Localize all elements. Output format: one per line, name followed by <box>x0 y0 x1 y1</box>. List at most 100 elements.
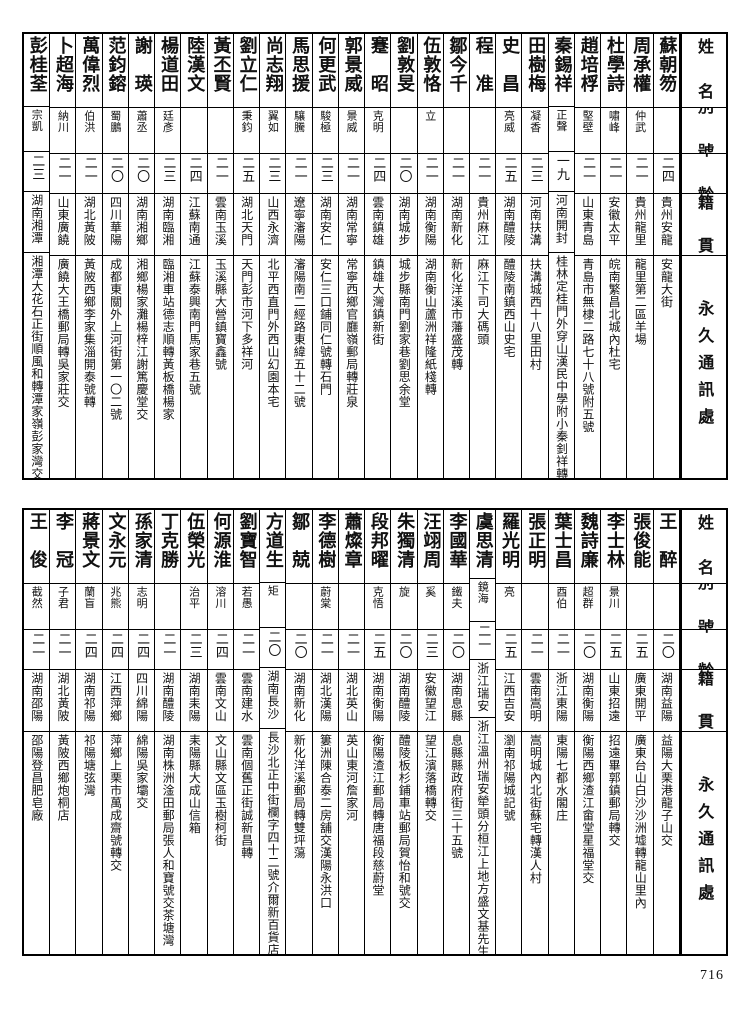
roster-entry-column: 蹇 昭克明 二四 雲南鎮雄 鎮雄大灣鎮新街 <box>365 34 392 478</box>
entry-origin-cell: 湖北黃陂 <box>50 670 76 732</box>
column-header-origin-cell: 籍 貫 <box>681 194 726 256</box>
roster-entry-column: 段邦曜 克悟 二五 湖南衡陽 衡陽渣江郵局轉唐福段慈蔚堂 <box>365 510 392 954</box>
entry-alias-cell <box>286 584 312 630</box>
entry-origin-cell: 河南開封 <box>548 192 574 254</box>
entry-address: 萍鄉上栗市萬成齋號轉交 <box>108 734 123 872</box>
entry-address-cell: 招遠畢郭鎮郵局轉交 <box>601 732 626 954</box>
entry-address: 瀏南祁陽城記號 <box>502 734 517 822</box>
entry-name-cell: 王 醉 <box>653 510 679 584</box>
entry-address: 新化洋溪郵局轉雙坪蕩 <box>292 734 307 859</box>
entry-address-cell: 安仁三口鋪同仁號轉石門 <box>313 256 338 478</box>
roster-entry-column: 李士林 景川 二五 山東招遠 招遠畢郭鎮郵局轉交 <box>601 510 628 954</box>
entry-address-cell: 湘鄉楊家灘楊梓江謝篤慶堂交 <box>129 256 154 478</box>
entry-origin: 安徽太平 <box>606 196 621 246</box>
entry-age: 二一 <box>448 156 464 183</box>
entry-age: 二一 <box>291 156 307 183</box>
entry-name: 萬偉烈 <box>79 36 101 93</box>
entry-age: 二五 <box>501 156 517 183</box>
entry-age: 二〇 <box>448 632 464 659</box>
entry-origin: 湖南益陽 <box>659 672 674 722</box>
entry-alias: 兆熊 <box>108 586 122 609</box>
entry-name: 汪翊周 <box>420 512 442 569</box>
entry-age-cell: 二三 <box>312 154 338 194</box>
entry-address: 鎮雄大灣鎮新街 <box>370 258 385 346</box>
entry-name: 伍敦恪 <box>420 36 442 93</box>
entry-name-cell: 李德樹 <box>312 510 338 584</box>
column-header-address: 永久通訊處 <box>695 776 715 911</box>
entry-age-cell: 二三 <box>260 154 286 194</box>
entry-name: 李 冠 <box>53 512 75 569</box>
entry-origin: 山東廣饒 <box>55 196 70 246</box>
entry-address: 麻江下司大碼頭 <box>475 258 490 346</box>
entry-address: 招遠畢郭鎮郵局轉交 <box>607 734 622 847</box>
entry-name-cell: 伍敦恪 <box>417 34 443 108</box>
entry-alias-cell: 兆熊 <box>102 584 128 630</box>
entry-name-cell: 趙培桴 <box>574 34 601 108</box>
entry-name: 蕭燦章 <box>341 512 363 569</box>
entry-address-cell: 浙江溫州瑞安犖頭分桓江上地方盛文基先生轉 <box>470 718 495 954</box>
entry-origin: 湖南新化 <box>292 672 307 722</box>
entry-age: 二四 <box>107 632 123 659</box>
column-header-name: 姓 名 <box>695 514 715 580</box>
entry-age-cell: 二一 <box>548 630 574 670</box>
column-header-address-cell: 永久通訊處 <box>682 732 726 954</box>
entry-name: 田樹梅 <box>525 36 547 93</box>
roster-entry-column: 蔣景文 蘭盲 二四 湖南祁陽 祁陽塘弦灣 <box>76 510 103 954</box>
entry-address: 常寧西鄉官廳嶺郵局轉莊泉 <box>344 258 359 408</box>
entry-age-cell: 二〇 <box>260 628 286 668</box>
entry-age: 二〇 <box>291 632 307 659</box>
entry-alias-cell <box>155 584 181 630</box>
column-header-alias: 別 號 <box>695 108 715 154</box>
entry-address: 廣東台山白沙沙洲墟轉龍山里內 <box>633 734 648 909</box>
entry-address: 湖南衡山蘆洲祥隆紙棧轉 <box>423 258 438 396</box>
entry-alias-cell <box>207 108 233 154</box>
entry-origin: 湖南衡陽 <box>580 672 595 722</box>
entry-age: 二一 <box>212 156 228 183</box>
entry-address-cell: 醴陵板杉鋪車站郵局賀怡和號交 <box>391 732 416 954</box>
entry-address: 北平西直門外西山幻園本宅 <box>266 258 281 408</box>
entry-name: 尚志翔 <box>262 36 284 93</box>
entry-address: 臨湘車站德志順轉黃板橋楊家 <box>161 258 176 421</box>
entry-origin: 安徽望江 <box>423 672 438 722</box>
entry-age: 二四 <box>134 632 150 659</box>
entry-age: 二四 <box>81 632 97 659</box>
entry-address-cell: 益陽大栗港龍子山交 <box>654 732 679 954</box>
entry-origin-cell: 安徽太平 <box>601 194 627 256</box>
entry-address: 天門彭市河下多祥河 <box>239 258 254 371</box>
entry-age-cell: 二四 <box>207 630 233 670</box>
entry-address-cell: 青島市無棣二路七十八號附五號 <box>575 256 600 478</box>
entry-alias: 堅壁 <box>581 110 595 133</box>
entry-age-cell: 二一 <box>443 154 469 194</box>
entry-age-cell: 二一 <box>207 154 233 194</box>
entry-age: 二一 <box>475 156 491 183</box>
entry-origin-cell: 湖南常寧 <box>338 194 365 256</box>
roster-entry-column: 尚志翔 翼如 二三 山西永濟 北平西直門外西山幻園本宅 <box>260 34 287 478</box>
entry-address-cell: 龍里第二區羊場 <box>627 256 652 478</box>
entry-age: 二三 <box>29 154 45 182</box>
entry-address: 皖南繁昌北城內杜宅 <box>607 258 622 371</box>
entry-alias: 子君 <box>56 586 70 609</box>
entry-alias-cell: 溶川 <box>207 584 233 630</box>
entry-alias-cell: 宗凱 <box>24 107 50 153</box>
roster-entry-column: 卜超海 納川 二一 山東廣饒 廣饒大王橋郵局轉吳家莊交 <box>50 34 77 478</box>
entry-name: 何源淮 <box>210 512 232 569</box>
entry-address-cell: 鎮雄大灣鎮新街 <box>365 256 390 478</box>
roster-entry-column: 史 昌亮威 二五 湖南醴陵 醴陵南鎮西山史宅 <box>496 34 523 478</box>
entry-alias: 廷彥 <box>161 110 175 133</box>
entry-address-cell: 簍洲陳合泰二房舖交漢陽永洪口 <box>313 732 338 954</box>
entry-age: 二五 <box>370 632 386 659</box>
entry-name-cell: 杜學詩 <box>601 34 627 108</box>
entry-origin-cell: 山東廣饒 <box>50 194 76 256</box>
entry-address-cell: 北平西直門外西山幻園本宅 <box>260 256 285 478</box>
entry-alias: 克明 <box>371 110 385 133</box>
entry-name-cell: 張俊能 <box>627 510 653 584</box>
entry-age-cell: 二〇 <box>653 630 679 670</box>
entry-age: 二〇 <box>134 156 150 183</box>
page-number: 716 <box>700 968 724 983</box>
entry-origin: 遼寧瀋陽 <box>292 196 307 246</box>
entry-address: 黃陂西鄉李家集淄開泰號轉 <box>82 258 97 408</box>
entry-name-cell: 方道生 <box>260 510 286 584</box>
entry-origin: 山東招遠 <box>606 672 621 722</box>
entry-address: 龍里第二區羊場 <box>633 258 648 346</box>
roster-entry-column: 秦錫祥 正聲 一九 河南開封 桂林定桂門外穿山漢民中學附小秦釗祥轉 <box>548 34 575 478</box>
